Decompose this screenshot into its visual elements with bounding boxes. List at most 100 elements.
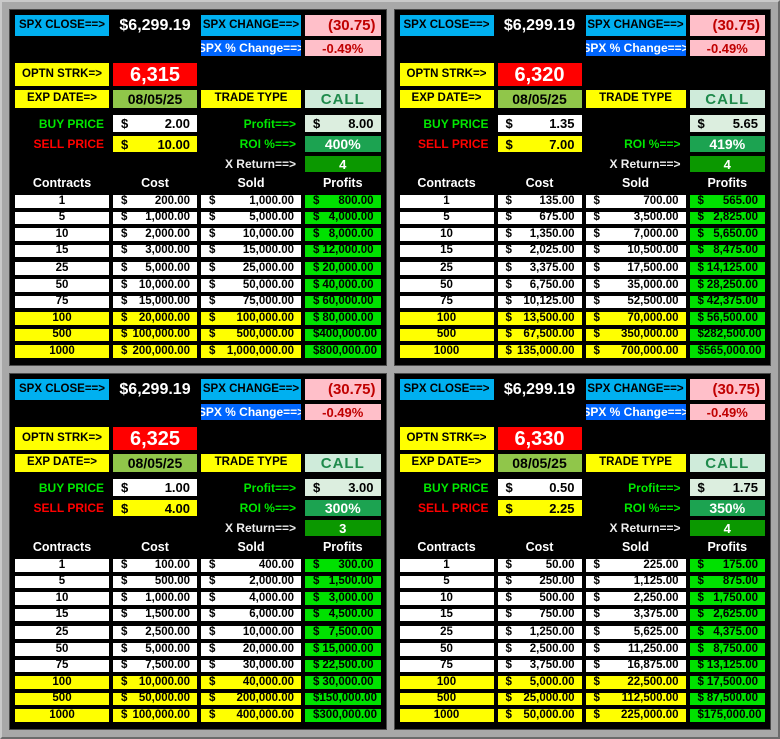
exp-date-value[interactable]: 08/05/25 bbox=[112, 89, 198, 109]
sold-cell[interactable]: $3,500.00 bbox=[584, 210, 687, 226]
profit-value[interactable]: $ 3.00 bbox=[304, 478, 382, 498]
cost-cell[interactable]: $100,000.00 bbox=[112, 708, 198, 723]
roi-value[interactable]: 300% bbox=[304, 499, 382, 518]
profit-cell[interactable]: $30,000.00 bbox=[304, 675, 382, 690]
spx-close-value[interactable]: $6,299.19 bbox=[112, 14, 198, 37]
trade-type-value[interactable]: CALL bbox=[304, 89, 382, 109]
contracts-cell[interactable]: 10 bbox=[398, 227, 495, 242]
roi-value[interactable]: 400% bbox=[304, 135, 382, 154]
sold-cell[interactable]: $25,000.00 bbox=[200, 261, 302, 277]
sold-cell[interactable]: $112,500.00 bbox=[584, 691, 687, 707]
sold-cell[interactable]: $4,000.00 bbox=[200, 591, 302, 606]
contracts-cell[interactable]: 500 bbox=[14, 691, 110, 707]
profit-cell[interactable]: $565.00 bbox=[688, 194, 766, 209]
contracts-cell[interactable]: 75 bbox=[398, 294, 495, 310]
profit-cell[interactable]: $8,750.00 bbox=[688, 642, 766, 657]
sold-cell[interactable]: $1,125.00 bbox=[584, 574, 687, 590]
exp-date-value[interactable]: 08/05/25 bbox=[112, 453, 198, 473]
contracts-cell[interactable]: 1 bbox=[398, 194, 495, 209]
contracts-cell[interactable]: 1000 bbox=[398, 708, 495, 723]
sold-cell[interactable]: $100,000.00 bbox=[200, 311, 302, 326]
sold-cell[interactable]: $400.00 bbox=[200, 558, 302, 573]
x-return-value[interactable]: 4 bbox=[688, 155, 766, 174]
profit-cell[interactable]: $4,500.00 bbox=[304, 607, 382, 623]
profit-cell[interactable]: $800,000.00 bbox=[304, 344, 382, 359]
profit-cell[interactable]: $12,000.00 bbox=[304, 243, 382, 259]
cost-cell[interactable]: $7,500.00 bbox=[112, 658, 198, 674]
profit-cell[interactable]: $175,000.00 bbox=[688, 708, 766, 723]
contracts-cell[interactable]: 15 bbox=[14, 243, 110, 259]
profit-cell[interactable]: $40,000.00 bbox=[304, 278, 382, 293]
contracts-cell[interactable]: 500 bbox=[398, 327, 495, 343]
cost-cell[interactable]: $50,000.00 bbox=[496, 708, 583, 723]
profit-cell[interactable]: $300,000.00 bbox=[304, 708, 382, 723]
contracts-cell[interactable]: 15 bbox=[398, 243, 495, 259]
profit-value[interactable]: $ 8.00 bbox=[304, 114, 382, 134]
profit-cell[interactable]: $7,500.00 bbox=[304, 625, 382, 641]
cost-cell[interactable]: $100.00 bbox=[112, 558, 198, 573]
spx-pct-change-value[interactable]: -0.49% bbox=[688, 403, 766, 421]
profit-cell[interactable]: $56,500.00 bbox=[688, 311, 766, 326]
spx-close-value[interactable]: $6,299.19 bbox=[112, 378, 198, 401]
cost-cell[interactable]: $500.00 bbox=[496, 591, 583, 606]
spx-change-value[interactable]: (30.75) bbox=[688, 14, 766, 37]
cost-cell[interactable]: $250.00 bbox=[496, 574, 583, 590]
buy-price-input[interactable]: $ 1.00 bbox=[112, 478, 198, 498]
cost-cell[interactable]: $100,000.00 bbox=[112, 327, 198, 343]
contracts-cell[interactable]: 500 bbox=[14, 327, 110, 343]
contracts-cell[interactable]: 100 bbox=[398, 311, 495, 326]
cost-cell[interactable]: $3,000.00 bbox=[112, 243, 198, 259]
profit-cell[interactable]: $4,000.00 bbox=[304, 210, 382, 226]
contracts-cell[interactable]: 1000 bbox=[398, 344, 495, 359]
cost-cell[interactable]: $50.00 bbox=[496, 558, 583, 573]
sold-cell[interactable]: $6,000.00 bbox=[200, 607, 302, 623]
profit-cell[interactable]: $175.00 bbox=[688, 558, 766, 573]
profit-cell[interactable]: $1,750.00 bbox=[688, 591, 766, 606]
contracts-cell[interactable]: 75 bbox=[14, 658, 110, 674]
sold-cell[interactable]: $2,000.00 bbox=[200, 574, 302, 590]
cost-cell[interactable]: $200,000.00 bbox=[112, 344, 198, 359]
exp-date-value[interactable]: 08/05/25 bbox=[496, 453, 583, 473]
contracts-cell[interactable]: 75 bbox=[14, 294, 110, 310]
cost-cell[interactable]: $1,000.00 bbox=[112, 210, 198, 226]
cost-cell[interactable]: $675.00 bbox=[496, 210, 583, 226]
contracts-cell[interactable]: 1000 bbox=[14, 708, 110, 723]
contracts-cell[interactable]: 15 bbox=[398, 607, 495, 623]
contracts-cell[interactable]: 100 bbox=[398, 675, 495, 690]
profit-cell[interactable]: $5,650.00 bbox=[688, 227, 766, 242]
cost-cell[interactable]: $750.00 bbox=[496, 607, 583, 623]
spx-pct-change-value[interactable]: -0.49% bbox=[304, 403, 382, 421]
sold-cell[interactable]: $50,000.00 bbox=[200, 278, 302, 293]
sell-price-input[interactable]: $ 7.00 bbox=[496, 135, 583, 154]
spx-close-value[interactable]: $6,299.19 bbox=[496, 378, 583, 401]
contracts-cell[interactable]: 1000 bbox=[14, 344, 110, 359]
cost-cell[interactable]: $135,000.00 bbox=[496, 344, 583, 359]
profit-cell[interactable]: $875.00 bbox=[688, 574, 766, 590]
cost-cell[interactable]: $3,750.00 bbox=[496, 658, 583, 674]
contracts-cell[interactable]: 1 bbox=[14, 194, 110, 209]
sold-cell[interactable]: $7,000.00 bbox=[584, 227, 687, 242]
cost-cell[interactable]: $13,500.00 bbox=[496, 311, 583, 326]
spx-close-value[interactable]: $6,299.19 bbox=[496, 14, 583, 37]
trade-type-value[interactable]: CALL bbox=[304, 453, 382, 473]
sold-cell[interactable]: $400,000.00 bbox=[200, 708, 302, 723]
sold-cell[interactable]: $1,000,000.00 bbox=[200, 344, 302, 359]
profit-cell[interactable]: $400,000.00 bbox=[304, 327, 382, 343]
sold-cell[interactable]: $75,000.00 bbox=[200, 294, 302, 310]
cost-cell[interactable]: $6,750.00 bbox=[496, 278, 583, 293]
contracts-cell[interactable]: 25 bbox=[398, 625, 495, 641]
cost-cell[interactable]: $2,025.00 bbox=[496, 243, 583, 259]
sold-cell[interactable]: $200,000.00 bbox=[200, 691, 302, 707]
profit-cell[interactable]: $282,500.00 bbox=[688, 327, 766, 343]
profit-cell[interactable]: $20,000.00 bbox=[304, 261, 382, 277]
contracts-cell[interactable]: 15 bbox=[14, 607, 110, 623]
profit-cell[interactable]: $2,825.00 bbox=[688, 210, 766, 226]
contracts-cell[interactable]: 5 bbox=[398, 210, 495, 226]
contracts-cell[interactable]: 10 bbox=[14, 227, 110, 242]
contracts-cell[interactable]: 500 bbox=[398, 691, 495, 707]
profit-cell[interactable]: $17,500.00 bbox=[688, 675, 766, 690]
option-strike-value[interactable]: 6,330 bbox=[496, 426, 583, 451]
profit-cell[interactable]: $22,500.00 bbox=[304, 658, 382, 674]
cost-cell[interactable]: $10,125.00 bbox=[496, 294, 583, 310]
sold-cell[interactable]: $52,500.00 bbox=[584, 294, 687, 310]
